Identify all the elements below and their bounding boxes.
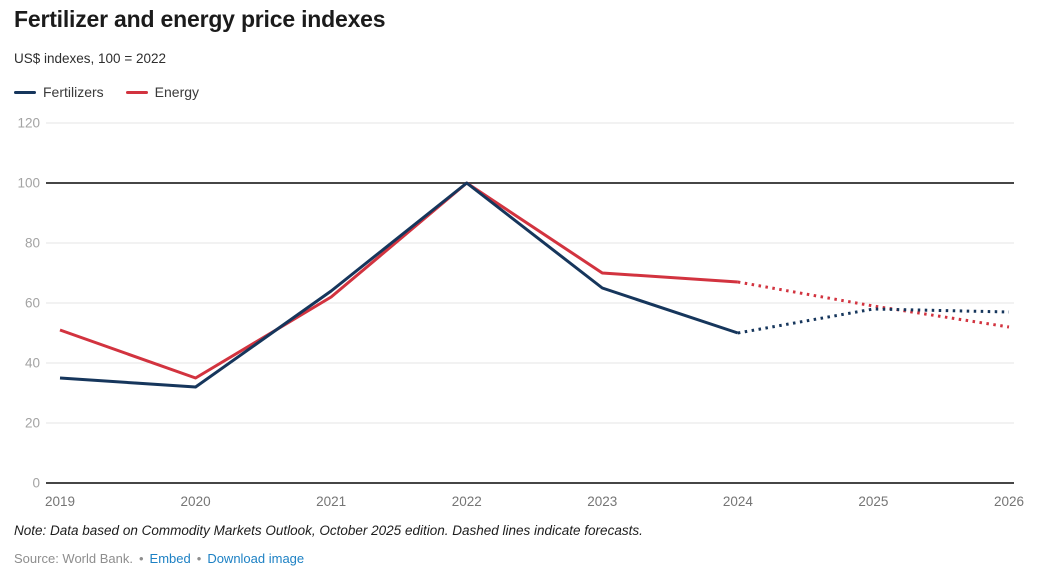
price-index-line-chart: 0 20 40 60 80 100 120 2019 2020 2021 2022 2023 2024 2… [17, 116, 1024, 510]
source-row: Source: World Bank. • Embed • Download i… [14, 551, 304, 566]
x-axis-tick-label: 2019 [45, 494, 75, 509]
energy-line-swatch-icon [125, 90, 148, 94]
source-text: Source: World Bank. [14, 551, 133, 566]
fertilizers-line-forecast-dotted [737, 307, 1010, 335]
energy-line-forecast-dotted [737, 280, 1010, 329]
y-axis-tick-label: 100 [17, 176, 40, 191]
legend-label: Energy [154, 84, 200, 100]
embed-link[interactable]: Embed [149, 551, 191, 566]
x-axis-tick-label: 2022 [452, 494, 482, 509]
energy-line-solid [59, 181, 738, 380]
x-axis-tick-label: 2024 [723, 494, 754, 509]
plot-area: 0 20 40 60 80 100 120 2019 2020 2021 2022 2023 2024 2… [0, 110, 1057, 515]
x-axis-tick-label: 2025 [858, 494, 888, 509]
x-axis-tick-label: 2023 [587, 494, 617, 509]
y-axis-tick-label: 20 [25, 416, 40, 431]
y-axis-tick-label: 120 [17, 116, 40, 131]
y-axis-tick-label: 60 [25, 296, 40, 311]
chart-subtitle: US$ indexes, 100 = 2022 [14, 51, 166, 66]
legend: Fertilizers Energy [14, 84, 199, 100]
y-axis-tick-label: 0 [32, 476, 40, 491]
fertilizers-line-solid [59, 181, 739, 389]
x-axis-tick-label: 2021 [316, 494, 346, 509]
chart-note: Note: Data based on Commodity Markets Ou… [14, 523, 643, 538]
download-image-link[interactable]: Download image [207, 551, 305, 566]
legend-item-fertilizers: Fertilizers [14, 84, 104, 100]
bullet-separator: • [138, 551, 144, 566]
legend-label: Fertilizers [43, 84, 104, 100]
y-axis-tick-label: 80 [25, 236, 40, 251]
x-axis-tick-label: 2026 [994, 494, 1024, 509]
page-title: Fertilizer and energy price indexes [14, 6, 386, 32]
y-axis-tick-label: 40 [25, 356, 40, 371]
legend-item-energy: Energy [125, 84, 200, 100]
fertilizers-line-swatch-icon [14, 90, 36, 94]
x-axis-tick-label: 2020 [181, 494, 211, 509]
bullet-separator: • [196, 551, 202, 566]
